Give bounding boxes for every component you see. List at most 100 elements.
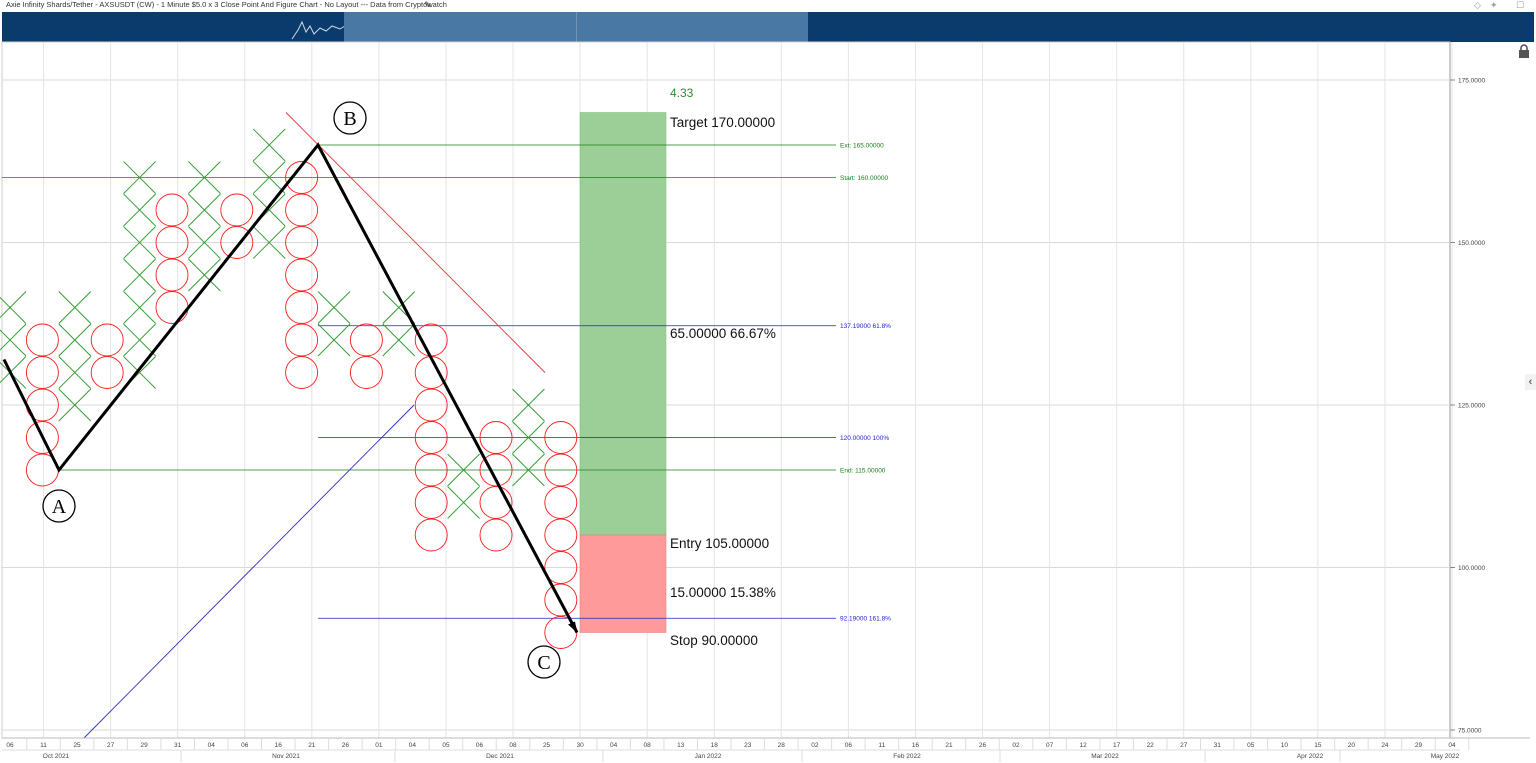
- x-month-label: Jan 2022: [695, 753, 722, 760]
- x-tick-label: 07: [1046, 742, 1054, 749]
- x-month-label: Mar 2022: [1091, 753, 1119, 760]
- o-mark: [220, 193, 254, 227]
- o-mark: [90, 323, 124, 357]
- wave-lines: A B C: [2, 101, 579, 679]
- chart-title: Axie Infinity Shards/Tether - AXSUSDT (C…: [6, 0, 447, 9]
- o-mark: [285, 323, 319, 357]
- x-tick-label: 06: [241, 742, 249, 749]
- x-stroke: [188, 226, 221, 259]
- level-label: 92.19000 161.8%: [840, 616, 891, 623]
- o-mark: [479, 421, 513, 454]
- pencil-icon[interactable]: ✎: [424, 0, 432, 10]
- x-tick-label: 31: [1214, 742, 1222, 749]
- x-stroke: [252, 128, 286, 162]
- o-mark: [544, 551, 578, 584]
- x-tick-label: 08: [509, 742, 517, 749]
- x-mark: [188, 258, 221, 292]
- x-tick-label: 29: [1415, 742, 1423, 749]
- x-tick-label: 11: [40, 742, 47, 749]
- navigator-divider: [576, 12, 577, 42]
- o-mark: [25, 421, 59, 454]
- x-stroke: [0, 296, 27, 324]
- chevron-left-icon[interactable]: ‹: [1525, 374, 1536, 390]
- o-mark: [349, 323, 383, 357]
- x-mark: [512, 453, 545, 487]
- pin-icon[interactable]: ✦: [1490, 0, 1498, 10]
- reward-label: 65.00000 66.67%: [670, 326, 776, 341]
- x-stroke: [123, 291, 156, 324]
- o-mark: [155, 226, 189, 259]
- x-stroke: [382, 291, 416, 324]
- x-mark: [252, 161, 286, 194]
- wave-point-label: B: [343, 108, 356, 130]
- o-mark: [155, 258, 189, 292]
- o-mark: [544, 583, 578, 617]
- o-mark: [285, 356, 319, 389]
- x-mark: [252, 128, 286, 162]
- x-tick-label: 06: [6, 742, 14, 749]
- abc-wave-line: [2, 142, 579, 634]
- x-mark: [123, 258, 156, 292]
- x-stroke: [317, 291, 351, 324]
- pnf-marks: [0, 128, 578, 649]
- x-stroke: [0, 329, 27, 357]
- x-tick-label: 02: [811, 742, 819, 749]
- x-stroke: [123, 258, 156, 292]
- o-mark: [285, 193, 319, 227]
- x-stroke: [447, 453, 480, 487]
- x-mark: [317, 291, 351, 324]
- x-month-label: Feb 2022: [893, 753, 921, 760]
- wave-point-circle: [333, 101, 367, 135]
- risk-reward-labels: 4.33 Target 170.00000 65.00000 66.67% Entry…: [670, 86, 776, 648]
- x-stroke: [188, 258, 221, 292]
- level-label: 137.19000 61.8%: [840, 323, 891, 330]
- x-tick-label: 27: [107, 742, 115, 749]
- x-stroke: [58, 356, 92, 389]
- o-mark: [25, 356, 59, 389]
- x-tick-label: 30: [576, 742, 584, 749]
- rr-ratio-label: 4.33: [670, 86, 694, 100]
- wave-point-label: A: [52, 496, 67, 518]
- x-tick-label: 20: [1348, 742, 1356, 749]
- diamond-icon[interactable]: ◇: [1474, 0, 1481, 10]
- x-stroke: [188, 161, 221, 194]
- x-mark: [0, 291, 27, 324]
- y-tick-label: 100.0000: [1458, 565, 1485, 572]
- lock-icon[interactable]: [1516, 43, 1532, 59]
- target-label: Target 170.00000: [670, 115, 775, 130]
- x-tick-label: 05: [442, 742, 450, 749]
- x-month-label: May 2022: [1431, 753, 1460, 760]
- x-mark: [188, 161, 221, 194]
- o-mark: [25, 323, 59, 357]
- x-axis: 06 11 25 27 29 31 04 06 16 21 26 01 04 05 06 08 25 30 04 08…: [2, 737, 1530, 762]
- x-mark: [447, 453, 480, 487]
- x-tick-label: 06: [476, 742, 484, 749]
- y-tick-label: 150.0000: [1458, 240, 1485, 247]
- level-label: Start: 160.00000: [840, 175, 888, 182]
- x-tick-label: 05: [1247, 742, 1255, 749]
- x-tick-label: 22: [1147, 742, 1155, 749]
- o-mark: [285, 161, 319, 194]
- x-mark: [58, 388, 92, 422]
- x-stroke: [123, 323, 156, 357]
- navigator-bar[interactable]: [2, 12, 1534, 42]
- x-tick-label: 04: [610, 742, 618, 749]
- x-stroke: [512, 388, 545, 422]
- x-stroke: [0, 291, 27, 319]
- stop-label: Stop 90.00000: [670, 633, 758, 648]
- x-tick-label: 01: [375, 742, 383, 749]
- x-stroke: [58, 291, 92, 324]
- x-month-label: Apr 2022: [1297, 753, 1324, 760]
- o-mark: [90, 356, 124, 389]
- x-mark: [317, 323, 351, 357]
- maximize-icon[interactable]: ☐: [1516, 0, 1525, 10]
- x-tick-label: 25: [73, 742, 81, 749]
- y-tick-label: 125.0000: [1458, 403, 1485, 410]
- uptrend-line: [83, 404, 415, 739]
- x-tick-label: 25: [543, 742, 551, 749]
- x-mark: [188, 226, 221, 259]
- wave-point-label: C: [537, 652, 550, 674]
- x-stroke: [188, 193, 221, 227]
- x-mark: [447, 486, 480, 519]
